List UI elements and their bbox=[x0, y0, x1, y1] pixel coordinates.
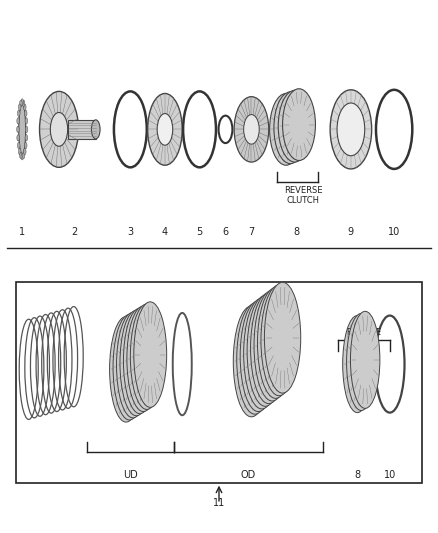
Ellipse shape bbox=[19, 104, 26, 155]
Ellipse shape bbox=[25, 110, 27, 116]
Text: 7: 7 bbox=[248, 227, 254, 237]
Ellipse shape bbox=[22, 152, 25, 159]
Ellipse shape bbox=[244, 115, 259, 144]
Text: 3: 3 bbox=[127, 227, 134, 237]
Ellipse shape bbox=[21, 154, 24, 160]
Ellipse shape bbox=[127, 306, 160, 411]
Ellipse shape bbox=[350, 311, 380, 408]
Ellipse shape bbox=[18, 148, 21, 155]
Ellipse shape bbox=[265, 282, 301, 393]
Text: 11: 11 bbox=[213, 498, 225, 508]
Ellipse shape bbox=[278, 90, 311, 162]
Ellipse shape bbox=[134, 302, 167, 407]
Text: 8: 8 bbox=[354, 470, 360, 480]
Ellipse shape bbox=[25, 135, 28, 141]
Ellipse shape bbox=[346, 313, 376, 410]
Ellipse shape bbox=[157, 114, 173, 145]
Ellipse shape bbox=[92, 120, 100, 139]
Ellipse shape bbox=[17, 135, 19, 141]
Ellipse shape bbox=[240, 301, 276, 411]
Ellipse shape bbox=[148, 93, 182, 165]
Ellipse shape bbox=[25, 118, 28, 124]
Ellipse shape bbox=[258, 288, 294, 398]
Ellipse shape bbox=[124, 308, 156, 414]
Ellipse shape bbox=[343, 316, 372, 413]
Text: 4: 4 bbox=[162, 227, 168, 237]
Ellipse shape bbox=[20, 152, 22, 159]
Text: OD: OD bbox=[240, 470, 256, 480]
Ellipse shape bbox=[330, 90, 372, 169]
Ellipse shape bbox=[234, 96, 269, 162]
Ellipse shape bbox=[24, 104, 26, 110]
Ellipse shape bbox=[24, 148, 26, 155]
Ellipse shape bbox=[18, 142, 20, 149]
Ellipse shape bbox=[17, 126, 19, 133]
Ellipse shape bbox=[25, 126, 28, 133]
Text: 10: 10 bbox=[388, 227, 400, 237]
Ellipse shape bbox=[22, 100, 25, 107]
Text: 10: 10 bbox=[384, 470, 396, 480]
Ellipse shape bbox=[261, 285, 297, 395]
Text: REVERSE: REVERSE bbox=[346, 328, 381, 337]
Ellipse shape bbox=[251, 293, 287, 403]
Text: 9: 9 bbox=[348, 227, 354, 237]
Ellipse shape bbox=[131, 304, 163, 409]
Ellipse shape bbox=[20, 100, 22, 107]
Ellipse shape bbox=[50, 112, 67, 146]
Ellipse shape bbox=[18, 110, 20, 116]
Bar bbox=[16, 282, 422, 483]
Ellipse shape bbox=[21, 99, 24, 105]
Ellipse shape bbox=[247, 295, 283, 406]
Ellipse shape bbox=[283, 89, 315, 160]
Ellipse shape bbox=[274, 92, 307, 164]
Ellipse shape bbox=[18, 104, 21, 110]
Ellipse shape bbox=[117, 312, 149, 418]
Ellipse shape bbox=[17, 118, 19, 124]
Ellipse shape bbox=[237, 303, 273, 414]
Ellipse shape bbox=[244, 298, 280, 409]
Ellipse shape bbox=[113, 314, 146, 420]
Ellipse shape bbox=[120, 310, 153, 416]
Text: 1: 1 bbox=[19, 227, 25, 237]
Ellipse shape bbox=[39, 91, 78, 167]
Text: UD: UD bbox=[123, 470, 138, 480]
Text: CLUTCH: CLUTCH bbox=[287, 196, 320, 205]
Ellipse shape bbox=[110, 317, 142, 422]
Bar bbox=[67, 120, 96, 139]
Ellipse shape bbox=[25, 142, 27, 149]
Text: 8: 8 bbox=[294, 227, 300, 237]
Ellipse shape bbox=[233, 306, 270, 417]
Ellipse shape bbox=[337, 103, 365, 156]
Text: 2: 2 bbox=[71, 227, 77, 237]
Ellipse shape bbox=[270, 93, 303, 165]
Text: 6: 6 bbox=[223, 227, 229, 237]
Ellipse shape bbox=[254, 290, 290, 401]
Text: REVERSE: REVERSE bbox=[284, 185, 322, 195]
Text: 5: 5 bbox=[196, 227, 203, 237]
